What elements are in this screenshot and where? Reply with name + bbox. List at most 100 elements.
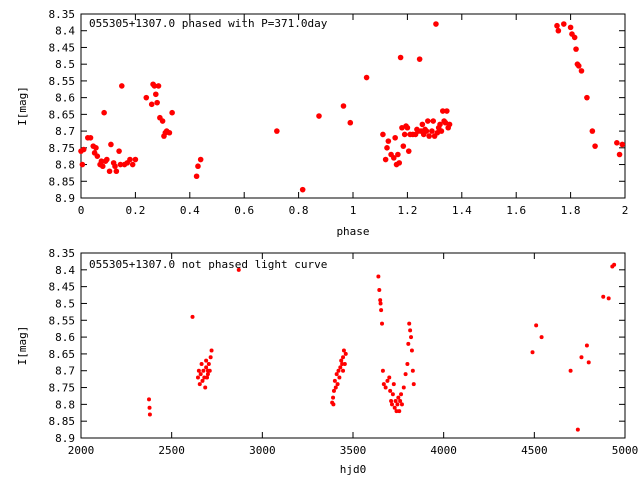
- y-tick-label: 8.8: [55, 398, 75, 411]
- x-tick-label: 4500: [521, 444, 548, 457]
- data-point: [336, 368, 341, 373]
- data-point: [446, 121, 453, 128]
- data-point: [106, 168, 113, 175]
- data-point: [159, 118, 166, 124]
- data-point: [196, 368, 201, 373]
- x-axis-label: phase: [336, 225, 369, 238]
- data-point: [195, 375, 200, 380]
- data-point: [331, 402, 336, 407]
- y-tick-label: 8.5: [55, 58, 75, 71]
- data-point: [612, 262, 617, 267]
- data-point: [395, 402, 400, 407]
- data-point: [341, 355, 346, 360]
- data-point: [208, 355, 213, 360]
- y-tick-label: 8.55: [49, 75, 76, 88]
- data-point: [333, 385, 338, 390]
- data-point: [410, 368, 415, 373]
- data-point: [376, 274, 381, 279]
- x-tick-label: 0.6: [234, 204, 254, 217]
- data-point: [236, 267, 241, 272]
- data-point: [396, 160, 403, 166]
- y-tick-label: 8.6: [55, 92, 75, 105]
- data-point: [379, 308, 384, 313]
- plot-frame: [80, 13, 626, 199]
- data-point: [530, 350, 535, 355]
- data-point: [390, 392, 395, 397]
- y-tick-label: 8.65: [49, 348, 76, 361]
- data-point: [584, 94, 590, 101]
- data-point: [592, 143, 598, 149]
- data-point: [399, 392, 404, 397]
- x-tick-label: 0: [78, 204, 85, 217]
- data-point: [200, 378, 205, 383]
- data-point: [205, 375, 210, 380]
- data-point: [429, 128, 435, 134]
- data-point: [437, 121, 443, 128]
- data-point: [398, 399, 403, 403]
- data-point: [79, 161, 86, 168]
- data-point: [401, 131, 408, 138]
- data-point: [316, 113, 322, 119]
- data-point: [377, 288, 382, 292]
- data-point: [166, 129, 173, 136]
- data-point: [392, 134, 398, 141]
- data-point: [204, 365, 209, 370]
- data-point: [198, 372, 203, 377]
- data-point: [148, 101, 155, 108]
- y-axis-label: I[mag]: [16, 326, 29, 366]
- data-point: [396, 395, 401, 400]
- x-tick-label: 0.4: [180, 204, 200, 217]
- data-point: [205, 372, 210, 377]
- data-point: [430, 118, 437, 124]
- data-point: [419, 121, 426, 128]
- data-point: [425, 118, 431, 124]
- data-point: [388, 388, 393, 393]
- phased-panel: 8.35 8.4 8.45 8.5 8.55 8.6 8.65 8.7 8.75 8.8 8.85 8…: [16, 8, 628, 238]
- data-point: [539, 335, 544, 340]
- data-point: [94, 153, 101, 159]
- data-point: [119, 83, 125, 89]
- data-point: [568, 368, 573, 373]
- data-point: [389, 402, 394, 407]
- y-tick-label: 8.75: [49, 382, 76, 395]
- y-tick-label: 8.6: [55, 331, 75, 344]
- chart-title: 055305+1307.0 not phased light curve: [89, 258, 327, 271]
- data-point: [411, 382, 416, 387]
- data-point: [143, 94, 150, 101]
- data-point: [561, 21, 567, 27]
- data-point: [534, 323, 539, 328]
- y-tick-label: 8.85: [49, 175, 76, 188]
- data-point: [331, 388, 336, 393]
- data-point: [384, 145, 390, 151]
- data-point: [409, 348, 414, 353]
- data-point: [193, 173, 200, 180]
- data-point: [403, 372, 408, 377]
- data-point: [385, 378, 390, 383]
- data-point: [389, 399, 394, 403]
- data-point: [405, 362, 410, 366]
- data-point: [400, 143, 407, 149]
- data-point: [584, 343, 589, 348]
- data-point: [201, 368, 206, 373]
- x-tick-label: 1.2: [397, 204, 417, 217]
- data-point: [340, 103, 347, 109]
- x-tick-label: 2500: [158, 444, 185, 457]
- x-tick-label: 2000: [68, 444, 95, 457]
- x-tick-label: 3000: [249, 444, 276, 457]
- data-point: [408, 328, 413, 333]
- data-point: [197, 382, 202, 387]
- data-point: [190, 314, 195, 319]
- data-point: [391, 155, 397, 161]
- y-tick-label: 8.7: [55, 125, 75, 138]
- y-tick-label: 8.85: [49, 415, 76, 428]
- data-point: [438, 128, 445, 134]
- data-point: [151, 83, 158, 89]
- y-tick-label: 8.7: [55, 365, 75, 378]
- data-point: [405, 148, 412, 154]
- data-point: [381, 382, 386, 387]
- data-point: [619, 141, 626, 148]
- data-point: [380, 131, 386, 138]
- y-tick-label: 8.45: [49, 281, 76, 294]
- x-tick-label: 1.4: [452, 204, 472, 217]
- x-tick-label: 0.2: [125, 204, 145, 217]
